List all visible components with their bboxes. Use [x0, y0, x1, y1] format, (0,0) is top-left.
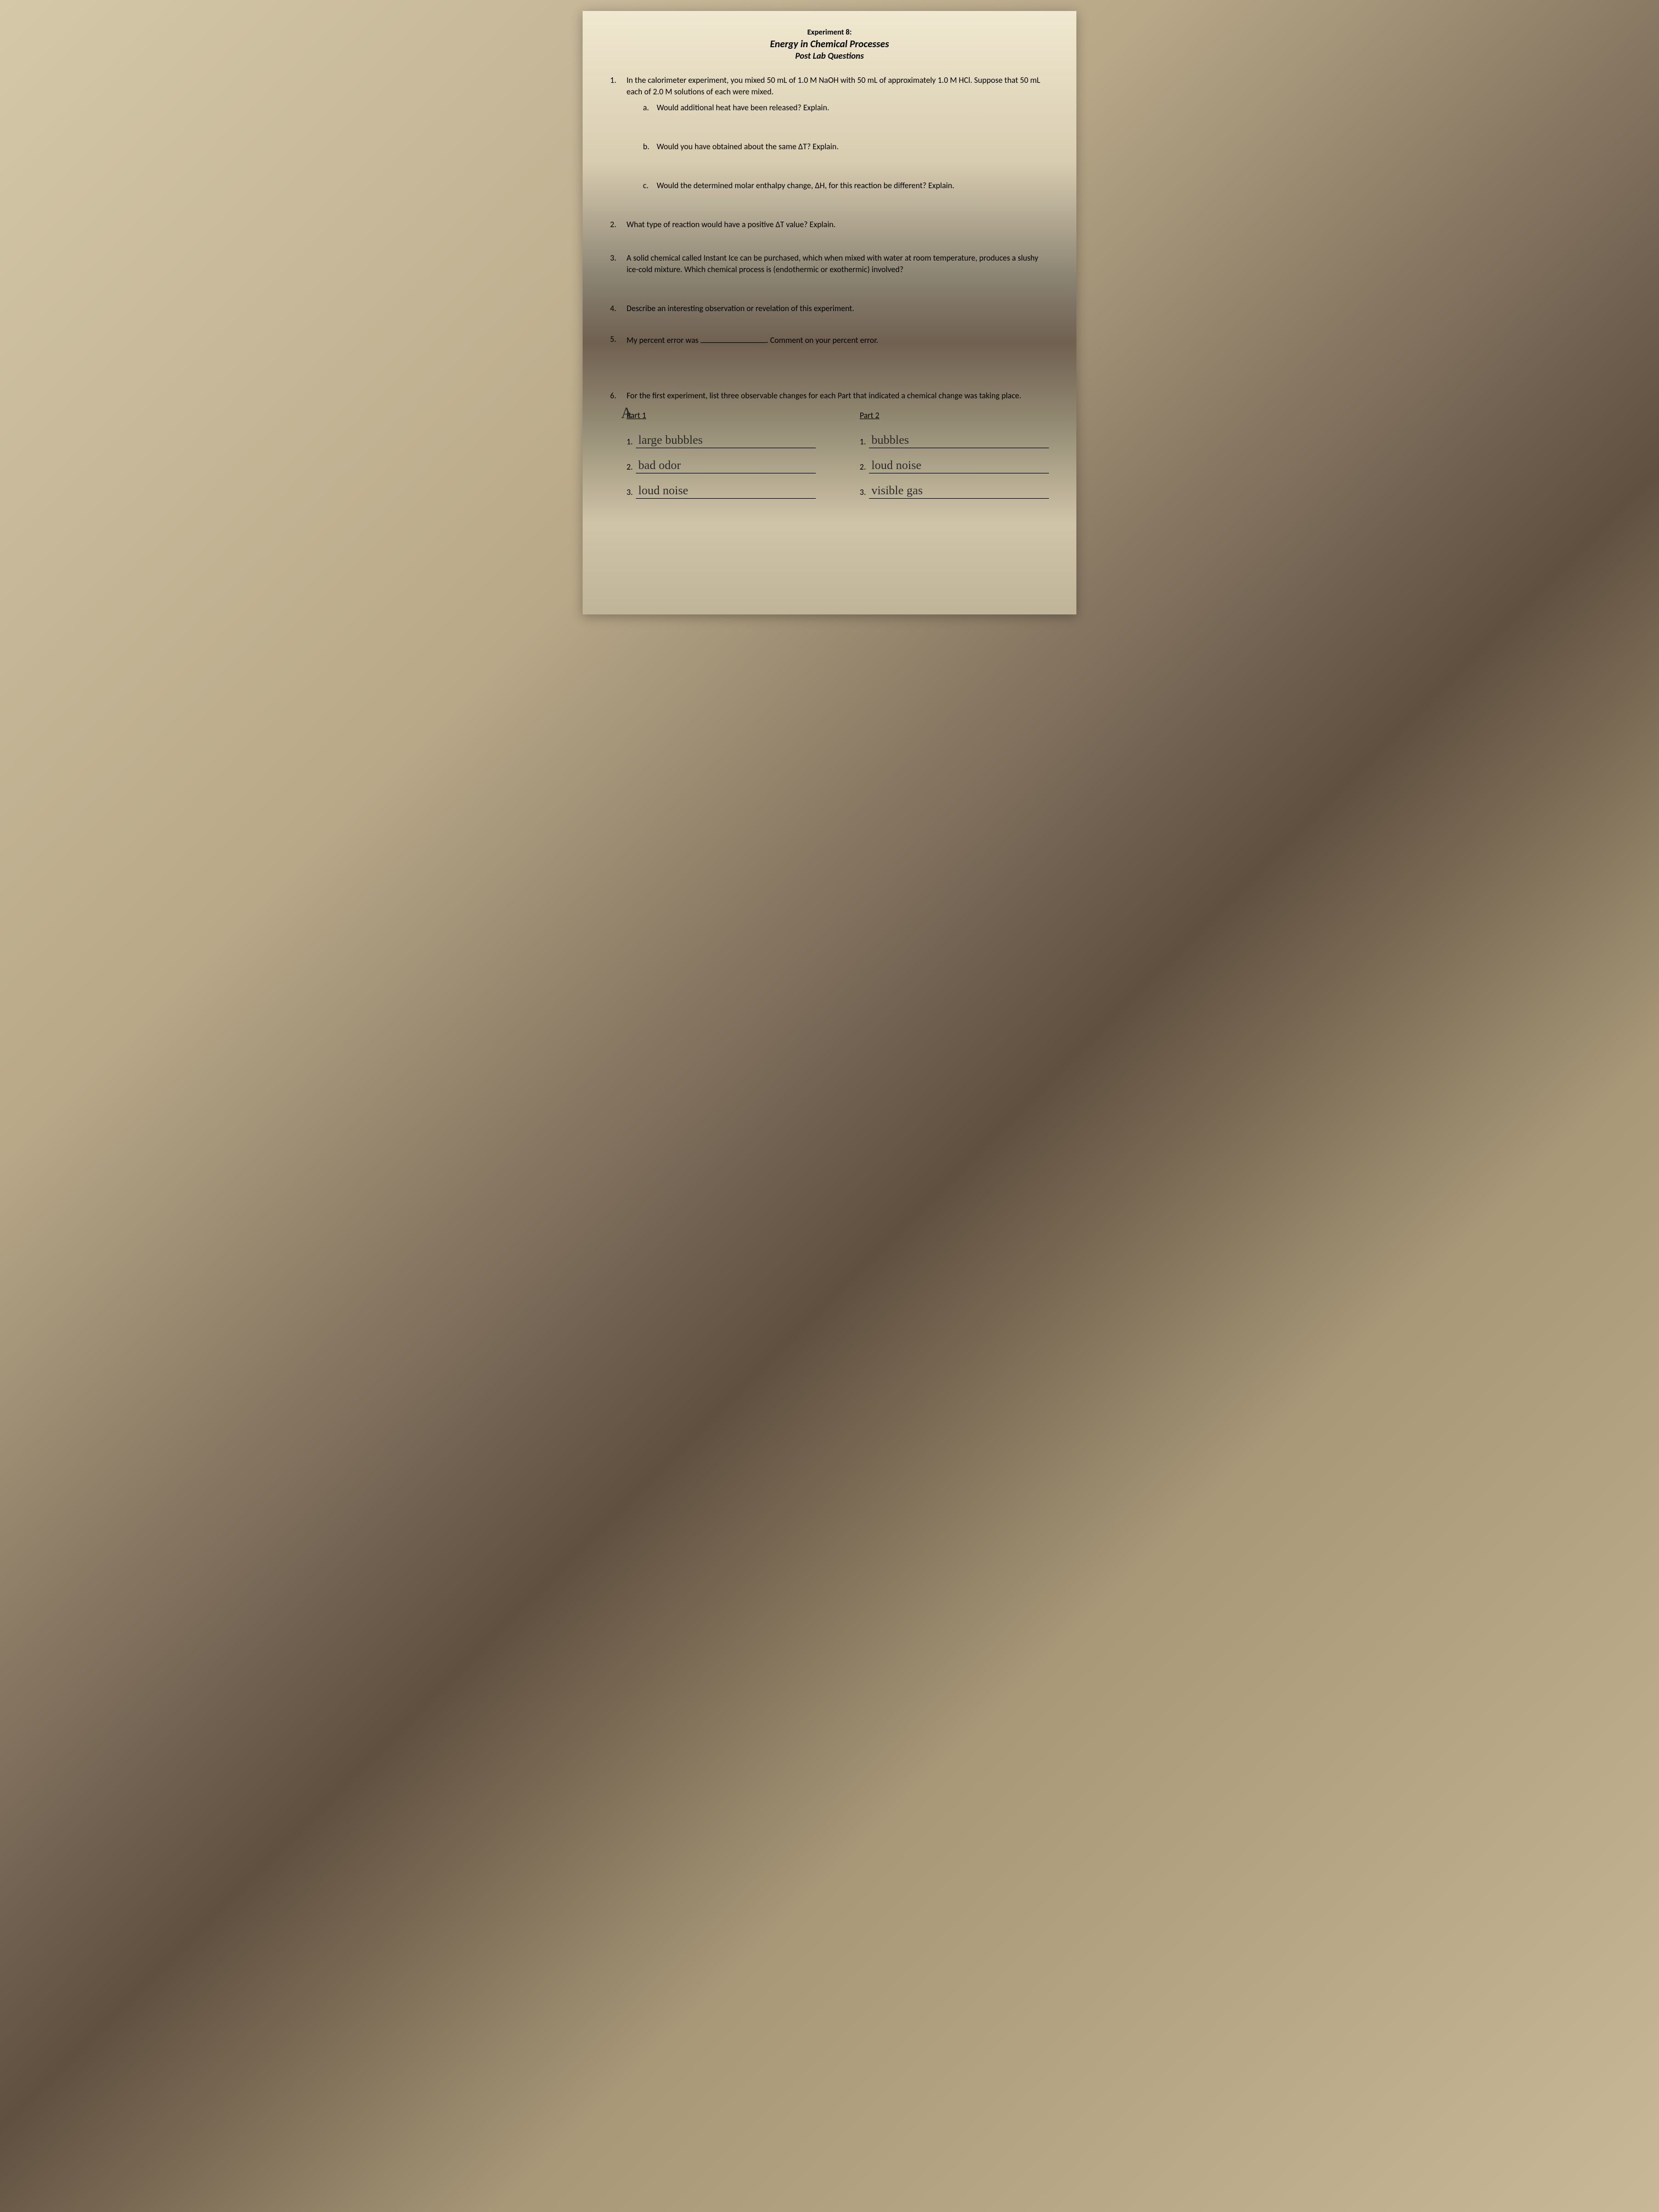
- q1-text: In the calorimeter experiment, you mixed…: [627, 75, 1049, 98]
- q5-blank: [701, 334, 766, 343]
- question-4: 4. Describe an interesting observation o…: [610, 303, 1049, 315]
- p1-num-1: 1.: [627, 437, 633, 448]
- part1-line-3: 3. loud noise: [627, 483, 816, 499]
- q5-text-before: My percent error was: [627, 336, 701, 346]
- q1a-text: Would additional heat have been released…: [657, 103, 830, 114]
- part1-line-2: 2. bad odor: [627, 458, 816, 473]
- question-6: 6. For the first experiment, list three …: [610, 391, 1049, 509]
- p1-answer-2: bad odor: [638, 457, 681, 474]
- part-1-title: Part 1: [627, 410, 816, 422]
- q1c-text: Would the determined molar enthalpy chan…: [657, 180, 954, 192]
- question-2: 2. What type of reaction would have a po…: [610, 219, 1049, 231]
- p1-blank-1: large bubbles: [636, 433, 816, 448]
- q3-text: A solid chemical called Instant Ice can …: [627, 253, 1049, 276]
- handwritten-mark: A: [621, 403, 632, 424]
- q4-number: 4.: [610, 303, 627, 315]
- q3-number: 3.: [610, 253, 627, 276]
- question-3: 3. A solid chemical called Instant Ice c…: [610, 253, 1049, 276]
- part1-line-1: 1. large bubbles: [627, 433, 816, 448]
- p2-answer-3: visible gas: [871, 482, 923, 499]
- p2-num-1: 1.: [860, 437, 866, 448]
- p1-blank-2: bad odor: [636, 458, 816, 473]
- q1b-letter: b.: [643, 142, 657, 153]
- part-1-column: Part 1 1. large bubbles 2. bad odor 3.: [627, 410, 816, 509]
- page-title: Energy in Chemical Processes: [610, 38, 1049, 50]
- q5-text-after: . Comment on your percent error.: [766, 336, 878, 346]
- q5-number: 5.: [610, 334, 627, 347]
- part2-line-3: 3. visible gas: [860, 483, 1049, 499]
- p2-blank-3: visible gas: [869, 483, 1049, 499]
- part2-line-2: 2. loud noise: [860, 458, 1049, 473]
- p2-num-3: 3.: [860, 487, 866, 499]
- p2-blank-1: bubbles: [869, 433, 1049, 448]
- q2-number: 2.: [610, 219, 627, 231]
- p2-blank-2: loud noise: [869, 458, 1049, 473]
- p2-num-2: 2.: [860, 462, 866, 473]
- p1-blank-3: loud noise: [636, 483, 816, 499]
- part-2-title: Part 2: [860, 410, 1049, 422]
- part-2-column: Part 2 1. bubbles 2. loud noise 3.: [860, 410, 1049, 509]
- q4-text: Describe an interesting observation or r…: [627, 303, 1049, 315]
- experiment-number: Experiment 8:: [610, 27, 1049, 37]
- p2-answer-1: bubbles: [871, 432, 909, 449]
- q1c-letter: c.: [643, 180, 657, 192]
- p1-answer-1: large bubbles: [638, 432, 703, 449]
- page-header: Experiment 8: Energy in Chemical Process…: [610, 27, 1049, 61]
- p1-num-3: 3.: [627, 487, 633, 499]
- p2-answer-2: loud noise: [871, 457, 921, 474]
- question-1: 1. In the calorimeter experiment, you mi…: [610, 75, 1049, 192]
- question-5: 5. My percent error was . Comment on you…: [610, 334, 1049, 347]
- q5-text: My percent error was . Comment on your p…: [627, 334, 1049, 347]
- q6-number: 6.: [610, 391, 627, 402]
- q2-text: What type of reaction would have a posit…: [627, 219, 1049, 231]
- q1a: a. Would additional heat have been relea…: [643, 103, 1049, 114]
- parts-container: Part 1 1. large bubbles 2. bad odor 3.: [627, 410, 1049, 509]
- q1b-text: Would you have obtained about the same Δ…: [657, 142, 839, 153]
- p1-num-2: 2.: [627, 462, 633, 473]
- q6-text: For the first experiment, list three obs…: [627, 391, 1049, 402]
- q1-number: 1.: [610, 75, 627, 98]
- page-subtitle: Post Lab Questions: [610, 51, 1049, 61]
- worksheet-page: Experiment 8: Energy in Chemical Process…: [583, 11, 1076, 614]
- q1a-letter: a.: [643, 103, 657, 114]
- part2-line-1: 1. bubbles: [860, 433, 1049, 448]
- q1c: c. Would the determined molar enthalpy c…: [643, 180, 1049, 192]
- p1-answer-3: loud noise: [638, 482, 688, 499]
- q1b: b. Would you have obtained about the sam…: [643, 142, 1049, 153]
